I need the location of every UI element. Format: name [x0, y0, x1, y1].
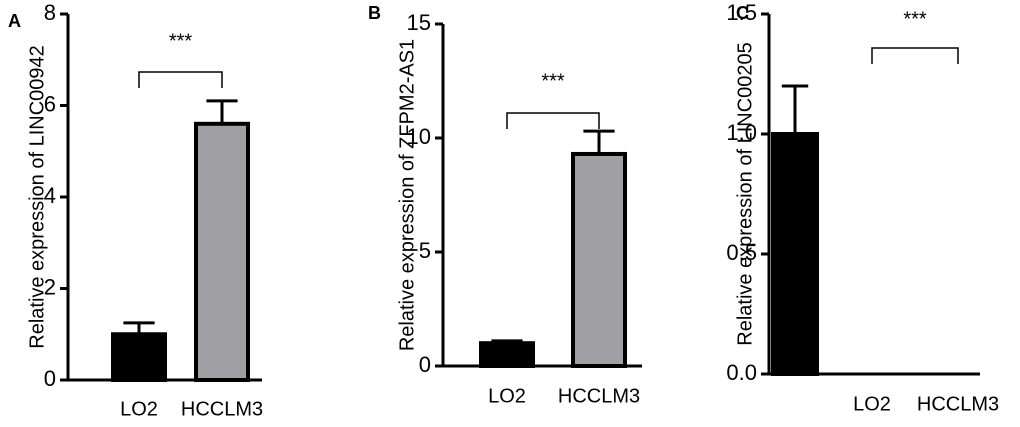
- error-bar: [781, 84, 809, 134]
- panel-letter: A: [8, 11, 21, 31]
- y-axis-label: Relative expression of LINC00205: [734, 42, 756, 346]
- y-axis-label: Relative expression of ZFPM2-AS1: [396, 39, 418, 351]
- significance-bracket: [871, 47, 959, 64]
- panel: C Relative expression of LINC00205 0.0 0.5 1…: [726, 0, 999, 415]
- y-tick-label: 0: [44, 366, 56, 391]
- significance-bracket: [138, 71, 223, 88]
- error-bar: [206, 99, 238, 124]
- x-tick-label: LO2: [120, 398, 158, 420]
- y-tick-label: 0.0: [726, 360, 757, 385]
- significance-bracket: [506, 112, 600, 129]
- y-axis-label: Relative expression of LINC00942: [26, 45, 48, 349]
- significance-label: ***: [541, 70, 565, 92]
- y-tick-label: 5: [419, 238, 431, 263]
- panel-letter: B: [368, 3, 381, 23]
- y-tick-label: 10: [407, 124, 431, 149]
- y-tick-label: 15: [407, 10, 431, 35]
- y-tick-label: 2: [44, 274, 56, 299]
- panel-letter: C: [736, 3, 749, 23]
- x-tick-label: LO2: [853, 393, 891, 415]
- x-tick-label: HCCLM3: [181, 398, 263, 420]
- significance-label: ***: [169, 30, 193, 52]
- y-tick-label: 8: [44, 0, 56, 25]
- y-tick-label: 6: [44, 91, 56, 116]
- x-tick-label: HCCLM3: [917, 393, 999, 415]
- bar: [771, 132, 819, 376]
- y-tick-label: 4: [44, 183, 56, 208]
- error-bar: [583, 129, 615, 154]
- y-tick-label: 1.5: [726, 0, 757, 25]
- bar: [194, 121, 250, 383]
- bar: [571, 151, 627, 368]
- y-tick-label: 0.5: [726, 240, 757, 265]
- x-tick-label: HCCLM3: [558, 385, 640, 407]
- x-tick-label: LO2: [488, 385, 526, 407]
- bar: [111, 332, 167, 382]
- significance-label: ***: [903, 8, 927, 30]
- bar: [479, 341, 535, 369]
- y-tick-label: 1.0: [726, 120, 757, 145]
- y-tick-label: 0: [419, 352, 431, 377]
